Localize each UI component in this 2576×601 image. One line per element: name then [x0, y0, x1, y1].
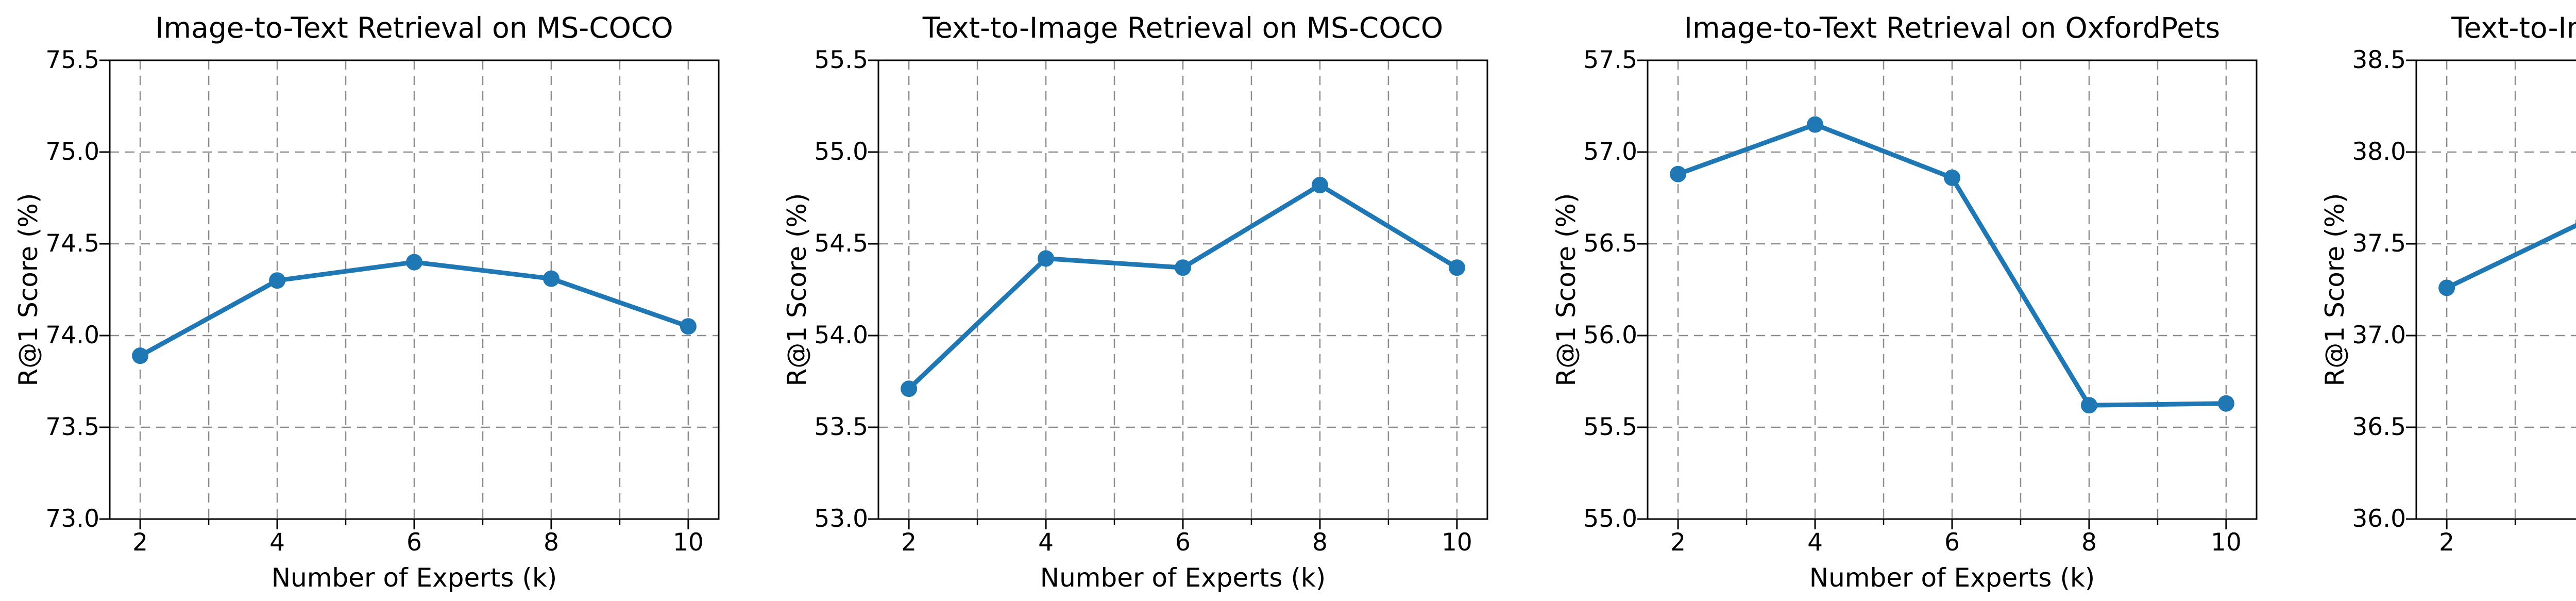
y-tick-label: 36.0 — [2352, 505, 2406, 533]
y-tick-label: 55.5 — [1583, 413, 1637, 441]
data-point — [1311, 177, 1328, 194]
x-axis-label: Number of Experts (k) — [1040, 563, 1326, 593]
x-axis-label: Number of Experts (k) — [1809, 563, 2095, 593]
x-tick-label: 10 — [1441, 528, 1472, 557]
y-tick-label: 74.5 — [45, 229, 99, 258]
plot-area — [868, 59, 1488, 529]
data-point — [1807, 116, 1824, 133]
data-line — [2444, 223, 2576, 290]
y-tick-label: 73.5 — [45, 413, 99, 441]
chart-title: Image-to-Text Retrieval on MS-COCO — [155, 11, 673, 44]
y-tick-label: 74.0 — [45, 321, 99, 349]
x-tick-label: 2 — [2439, 528, 2455, 557]
data-point — [269, 272, 286, 289]
data-point — [2217, 395, 2234, 412]
data-point — [406, 254, 422, 271]
y-tick-label: 57.0 — [1583, 138, 1637, 166]
data-point — [2438, 279, 2455, 296]
plot-area — [2406, 59, 2576, 529]
y-axis-label: R@1 Score (%) — [2320, 193, 2350, 387]
x-tick-label: 10 — [672, 528, 704, 557]
y-tick-label: 53.0 — [814, 505, 868, 533]
x-tick-label: 4 — [2548, 528, 2576, 557]
plot-area — [1637, 59, 2258, 529]
chart-text-to-image-oxfordpets: Text-to-Image Retrieval on OxfordPets R@… — [2307, 0, 2576, 601]
data-point — [680, 318, 697, 335]
plot-border — [109, 59, 720, 520]
x-axis-label: Number of Experts (k) — [2416, 563, 2576, 593]
y-tick-label: 55.0 — [814, 138, 868, 166]
chart-title: Image-to-Text Retrieval on OxfordPets — [1684, 11, 2221, 44]
x-tick-label: 2 — [901, 528, 917, 557]
data-point — [132, 347, 149, 364]
y-tick-label: 56.5 — [1583, 229, 1637, 258]
x-tick-label: 6 — [406, 528, 422, 557]
plot-border — [1647, 59, 2258, 520]
y-tick-label: 73.0 — [45, 505, 99, 533]
y-tick-label: 55.5 — [814, 46, 868, 74]
data-point — [543, 270, 560, 287]
x-tick-label: 6 — [1944, 528, 1960, 557]
data-point — [1670, 165, 1687, 182]
y-tick-label: 57.5 — [1583, 46, 1637, 74]
y-tick-label: 38.5 — [2352, 46, 2406, 74]
x-tick-label: 2 — [1670, 528, 1686, 557]
data-point — [1448, 259, 1465, 276]
y-tick-label: 37.5 — [2352, 229, 2406, 258]
plot-border — [877, 59, 1488, 520]
y-tick-label: 36.5 — [2352, 413, 2406, 441]
x-tick-label: 8 — [1312, 528, 1328, 557]
data-point — [1175, 259, 1191, 276]
x-tick-label: 10 — [2210, 528, 2242, 557]
data-point — [901, 380, 918, 397]
data-point — [2080, 397, 2097, 414]
x-tick-label: 4 — [1807, 528, 1823, 557]
y-axis-label: R@1 Score (%) — [1551, 193, 1581, 387]
x-tick-label: 4 — [269, 528, 285, 557]
chart-title: Text-to-Image Retrieval on OxfordPets — [2451, 11, 2576, 44]
x-tick-label: 8 — [2081, 528, 2097, 557]
y-axis-label: R@1 Score (%) — [782, 193, 812, 387]
y-tick-label: 75.0 — [45, 138, 99, 166]
y-tick-label: 37.0 — [2352, 321, 2406, 349]
y-tick-label: 54.0 — [814, 321, 868, 349]
plot-border — [2415, 59, 2576, 520]
y-tick-label: 56.0 — [1583, 321, 1637, 349]
y-tick-label: 75.5 — [45, 46, 99, 74]
y-axis-label: R@1 Score (%) — [13, 193, 43, 387]
chart-image-to-text-mscoco: Image-to-Text Retrieval on MS-COCO R@1 S… — [0, 0, 769, 601]
y-tick-label: 54.5 — [814, 229, 868, 258]
data-point — [1038, 250, 1055, 267]
x-tick-label: 2 — [132, 528, 148, 557]
data-point — [1944, 169, 1960, 186]
chart-image-to-text-oxfordpets: Image-to-Text Retrieval on OxfordPets R@… — [1538, 0, 2307, 601]
x-axis-label: Number of Experts (k) — [271, 563, 557, 593]
x-tick-label: 8 — [543, 528, 559, 557]
plot-area — [99, 59, 720, 529]
chart-text-to-image-mscoco: Text-to-Image Retrieval on MS-COCO R@1 S… — [769, 0, 1538, 601]
x-tick-label: 6 — [1175, 528, 1191, 557]
y-tick-label: 53.5 — [814, 413, 868, 441]
x-tick-label: 4 — [1038, 528, 1054, 557]
y-tick-label: 38.0 — [2352, 138, 2406, 166]
chart-title: Text-to-Image Retrieval on MS-COCO — [922, 11, 1444, 44]
y-tick-label: 55.0 — [1583, 505, 1637, 533]
